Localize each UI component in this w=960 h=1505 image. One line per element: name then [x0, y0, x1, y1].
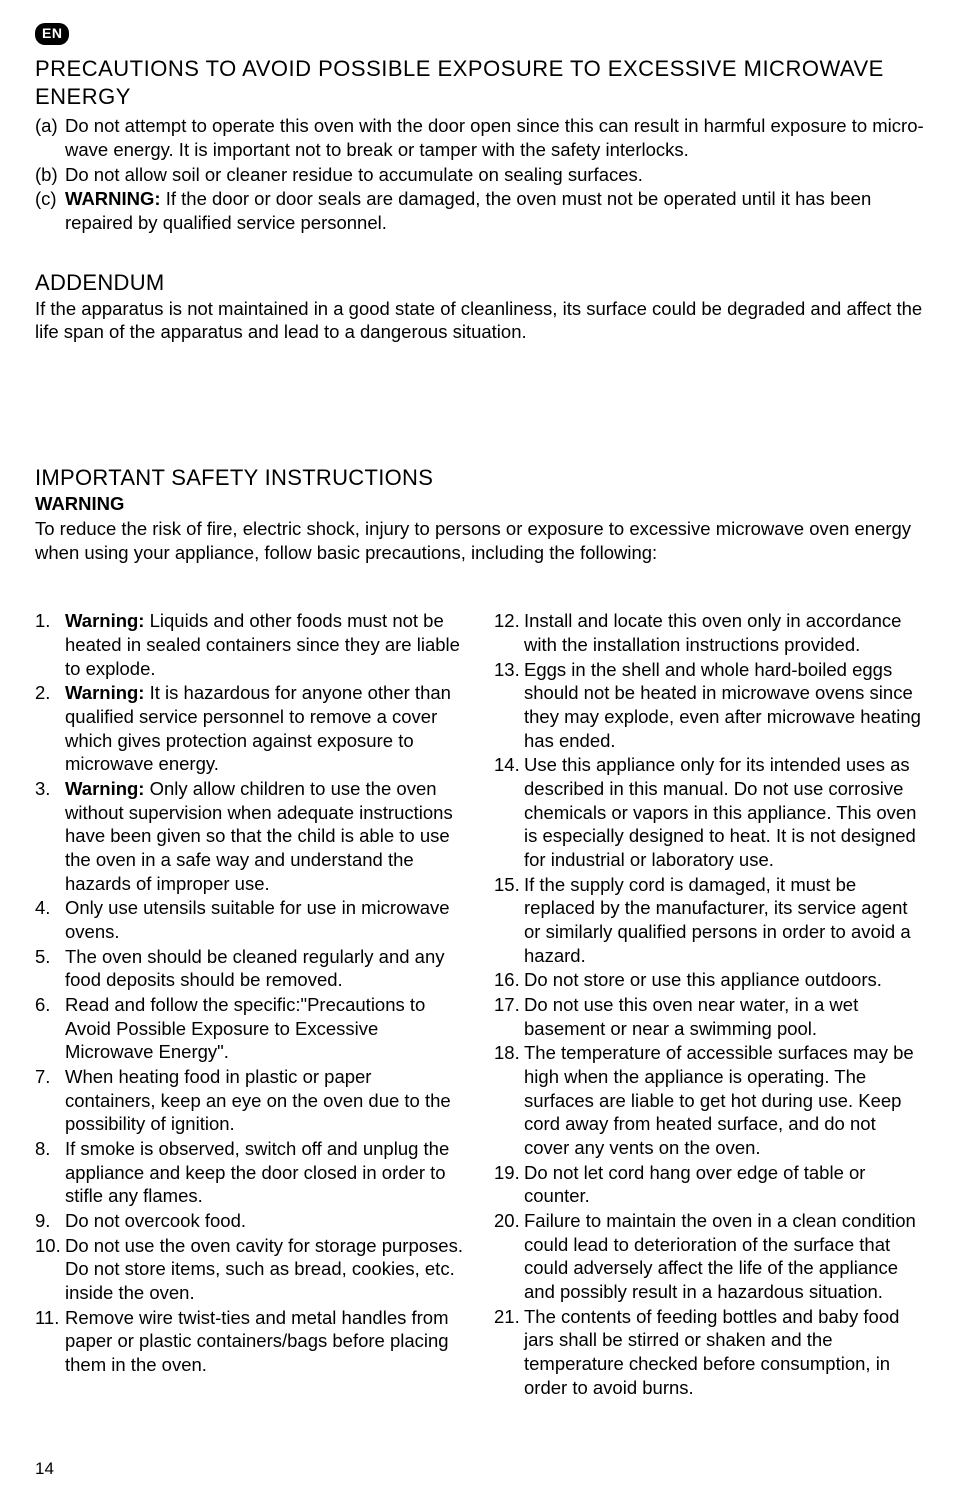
list-body: Warning: Liquids and other foods must no… — [65, 609, 466, 680]
list-marker: 3. — [35, 777, 65, 895]
list-item: 20.Failure to maintain the oven in a cle… — [494, 1209, 925, 1304]
list-marker: 13. — [494, 658, 524, 753]
list-item: 16.Do not store or use this appliance ou… — [494, 968, 925, 992]
list-body: The oven should be cleaned regularly and… — [65, 945, 466, 992]
list-item: 21.The contents of feeding bottles and b… — [494, 1305, 925, 1400]
list-marker: 19. — [494, 1161, 524, 1208]
bold-prefix: Warning: — [65, 682, 144, 703]
list-item: (b)Do not allow soil or cleaner residue … — [35, 163, 925, 187]
list-marker: 4. — [35, 896, 65, 943]
list-body: Eggs in the shell and whole hard-boiled … — [524, 658, 925, 753]
list-item: 6.Read and follow the specific:"Precauti… — [35, 993, 466, 1064]
list-marker: 6. — [35, 993, 65, 1064]
list-item: 9.Do not overcook food. — [35, 1209, 466, 1233]
list-marker: 17. — [494, 993, 524, 1040]
list-marker: 15. — [494, 873, 524, 968]
list-item: 18.The temperature of accessible surface… — [494, 1041, 925, 1159]
list-item: 5.The oven should be cleaned regularly a… — [35, 945, 466, 992]
list-body: When heating food in plastic or paper co… — [65, 1065, 466, 1136]
list-marker: 16. — [494, 968, 524, 992]
list-body: Warning: Only allow children to use the … — [65, 777, 466, 895]
precautions-list: (a)Do not attempt to operate this oven w… — [35, 114, 925, 234]
precautions-heading: PRECAUTIONS TO AVOID POSSIBLE EXPOSURE T… — [35, 55, 925, 111]
list-body: Read and follow the specific:"Precaution… — [65, 993, 466, 1064]
list-marker: 2. — [35, 681, 65, 776]
list-body: Remove wire twist-ties and metal handles… — [65, 1306, 466, 1377]
list-body: If smoke is observed, switch off and unp… — [65, 1137, 466, 1208]
page-number: 14 — [35, 1458, 54, 1480]
list-body: The temperature of accessible surfaces m… — [524, 1041, 925, 1159]
list-marker: 11. — [35, 1306, 65, 1377]
list-marker: (b) — [35, 163, 65, 187]
list-item: 7.When heating food in plastic or paper … — [35, 1065, 466, 1136]
list-body: The contents of feeding bottles and baby… — [524, 1305, 925, 1400]
list-marker: 12. — [494, 609, 524, 656]
list-body: Failure to maintain the oven in a clean … — [524, 1209, 925, 1304]
addendum-heading: ADDENDUM — [35, 269, 925, 297]
list-marker: (a) — [35, 114, 65, 161]
bold-prefix: WARNING: — [65, 188, 161, 209]
list-body: Do not overcook food. — [65, 1209, 466, 1233]
list-body: If the supply cord is damaged, it must b… — [524, 873, 925, 968]
list-item: 10.Do not use the oven cavity for storag… — [35, 1234, 466, 1305]
list-marker: 5. — [35, 945, 65, 992]
list-marker: 10. — [35, 1234, 65, 1305]
bold-prefix: Warning: — [65, 778, 144, 799]
addendum-text: If the apparatus is not maintained in a … — [35, 297, 925, 344]
list-body: WARNING: If the door or door seals are d… — [65, 187, 925, 234]
safety-heading: IMPORTANT SAFETY INSTRUCTIONS — [35, 464, 925, 492]
list-item: (c)WARNING: If the door or door seals ar… — [35, 187, 925, 234]
list-body: Do not use this oven near water, in a we… — [524, 993, 925, 1040]
list-item: 19.Do not let cord hang over edge of tab… — [494, 1161, 925, 1208]
list-item: 11.Remove wire twist-ties and metal hand… — [35, 1306, 466, 1377]
list-body: Install and locate this oven only in acc… — [524, 609, 925, 656]
list-marker: 14. — [494, 753, 524, 871]
list-item: 1.Warning: Liquids and other foods must … — [35, 609, 466, 680]
list-marker: 8. — [35, 1137, 65, 1208]
list-item: 15.If the supply cord is damaged, it mus… — [494, 873, 925, 968]
list-body: Do not let cord hang over edge of table … — [524, 1161, 925, 1208]
list-marker: (c) — [35, 187, 65, 234]
safety-column-left: 1.Warning: Liquids and other foods must … — [35, 609, 466, 1400]
safety-columns: 1.Warning: Liquids and other foods must … — [35, 609, 925, 1400]
list-body: Warning: It is hazardous for anyone othe… — [65, 681, 466, 776]
language-badge: EN — [35, 23, 69, 45]
list-item: 4.Only use utensils suitable for use in … — [35, 896, 466, 943]
list-item: 13.Eggs in the shell and whole hard-boil… — [494, 658, 925, 753]
list-marker: 18. — [494, 1041, 524, 1159]
list-body: Do not use the oven cavity for storage p… — [65, 1234, 466, 1305]
list-body: Only use utensils suitable for use in mi… — [65, 896, 466, 943]
safety-intro: To reduce the risk of fire, electric sho… — [35, 517, 925, 564]
safety-column-right: 12.Install and locate this oven only in … — [494, 609, 925, 1400]
list-body: Use this appliance only for its intended… — [524, 753, 925, 871]
list-marker: 7. — [35, 1065, 65, 1136]
list-item: 12.Install and locate this oven only in … — [494, 609, 925, 656]
list-body: Do not attempt to operate this oven with… — [65, 114, 925, 161]
list-item: 14.Use this appliance only for its inten… — [494, 753, 925, 871]
list-item: 3.Warning: Only allow children to use th… — [35, 777, 466, 895]
safety-list-right: 12.Install and locate this oven only in … — [494, 609, 925, 1399]
list-item: 8.If smoke is observed, switch off and u… — [35, 1137, 466, 1208]
list-body: Do not store or use this appliance outdo… — [524, 968, 925, 992]
safety-list-left: 1.Warning: Liquids and other foods must … — [35, 609, 466, 1377]
list-marker: 9. — [35, 1209, 65, 1233]
list-marker: 21. — [494, 1305, 524, 1400]
list-body: Do not allow soil or cleaner residue to … — [65, 163, 925, 187]
list-marker: 20. — [494, 1209, 524, 1304]
safety-subheading: WARNING — [35, 492, 925, 516]
list-item: (a)Do not attempt to operate this oven w… — [35, 114, 925, 161]
list-item: 2.Warning: It is hazardous for anyone ot… — [35, 681, 466, 776]
bold-prefix: Warning: — [65, 610, 144, 631]
list-marker: 1. — [35, 609, 65, 680]
list-item: 17.Do not use this oven near water, in a… — [494, 993, 925, 1040]
